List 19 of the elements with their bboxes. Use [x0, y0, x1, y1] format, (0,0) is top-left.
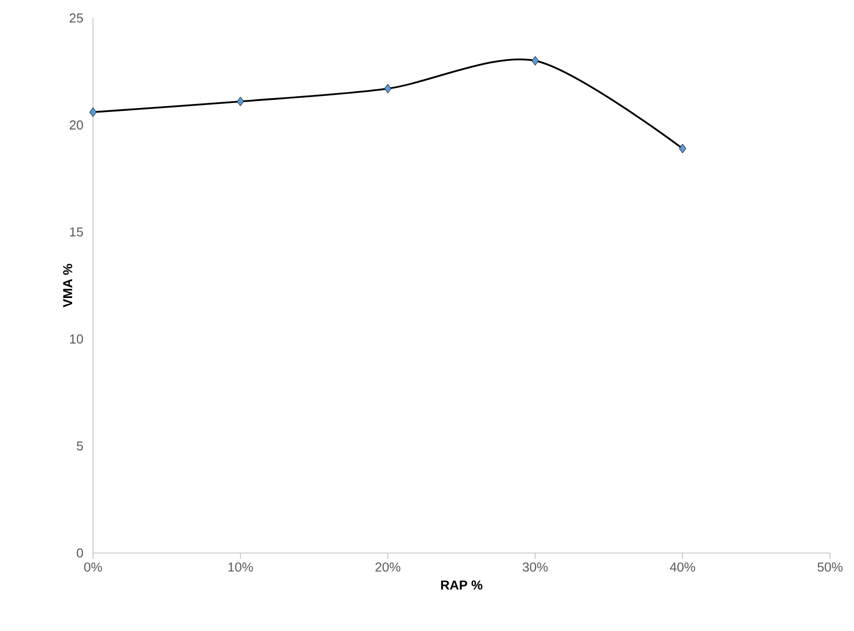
x-tick-label: 40%: [670, 562, 696, 572]
x-tick-label: 0%: [84, 562, 102, 572]
y-tick-label: 5: [76, 441, 83, 451]
x-tick-label: 10%: [228, 562, 253, 572]
y-axis-title: VMA %: [63, 264, 72, 308]
point: [532, 56, 539, 66]
x-tick-label: 20%: [376, 562, 400, 572]
x-tick-label: 30%: [522, 562, 548, 572]
x-axis-title: RAP %: [441, 580, 482, 590]
y-tick-label: 25: [70, 13, 83, 23]
y-tick-label: 10: [70, 334, 83, 344]
point: [236, 96, 244, 106]
point: [678, 144, 686, 154]
point: [384, 84, 392, 94]
point: [89, 107, 97, 117]
x-tick-label: 50%: [818, 562, 843, 572]
y-tick-label: 15: [70, 227, 83, 237]
y-tick-label: 0: [76, 548, 83, 558]
y-tick-label: 20: [70, 120, 83, 130]
